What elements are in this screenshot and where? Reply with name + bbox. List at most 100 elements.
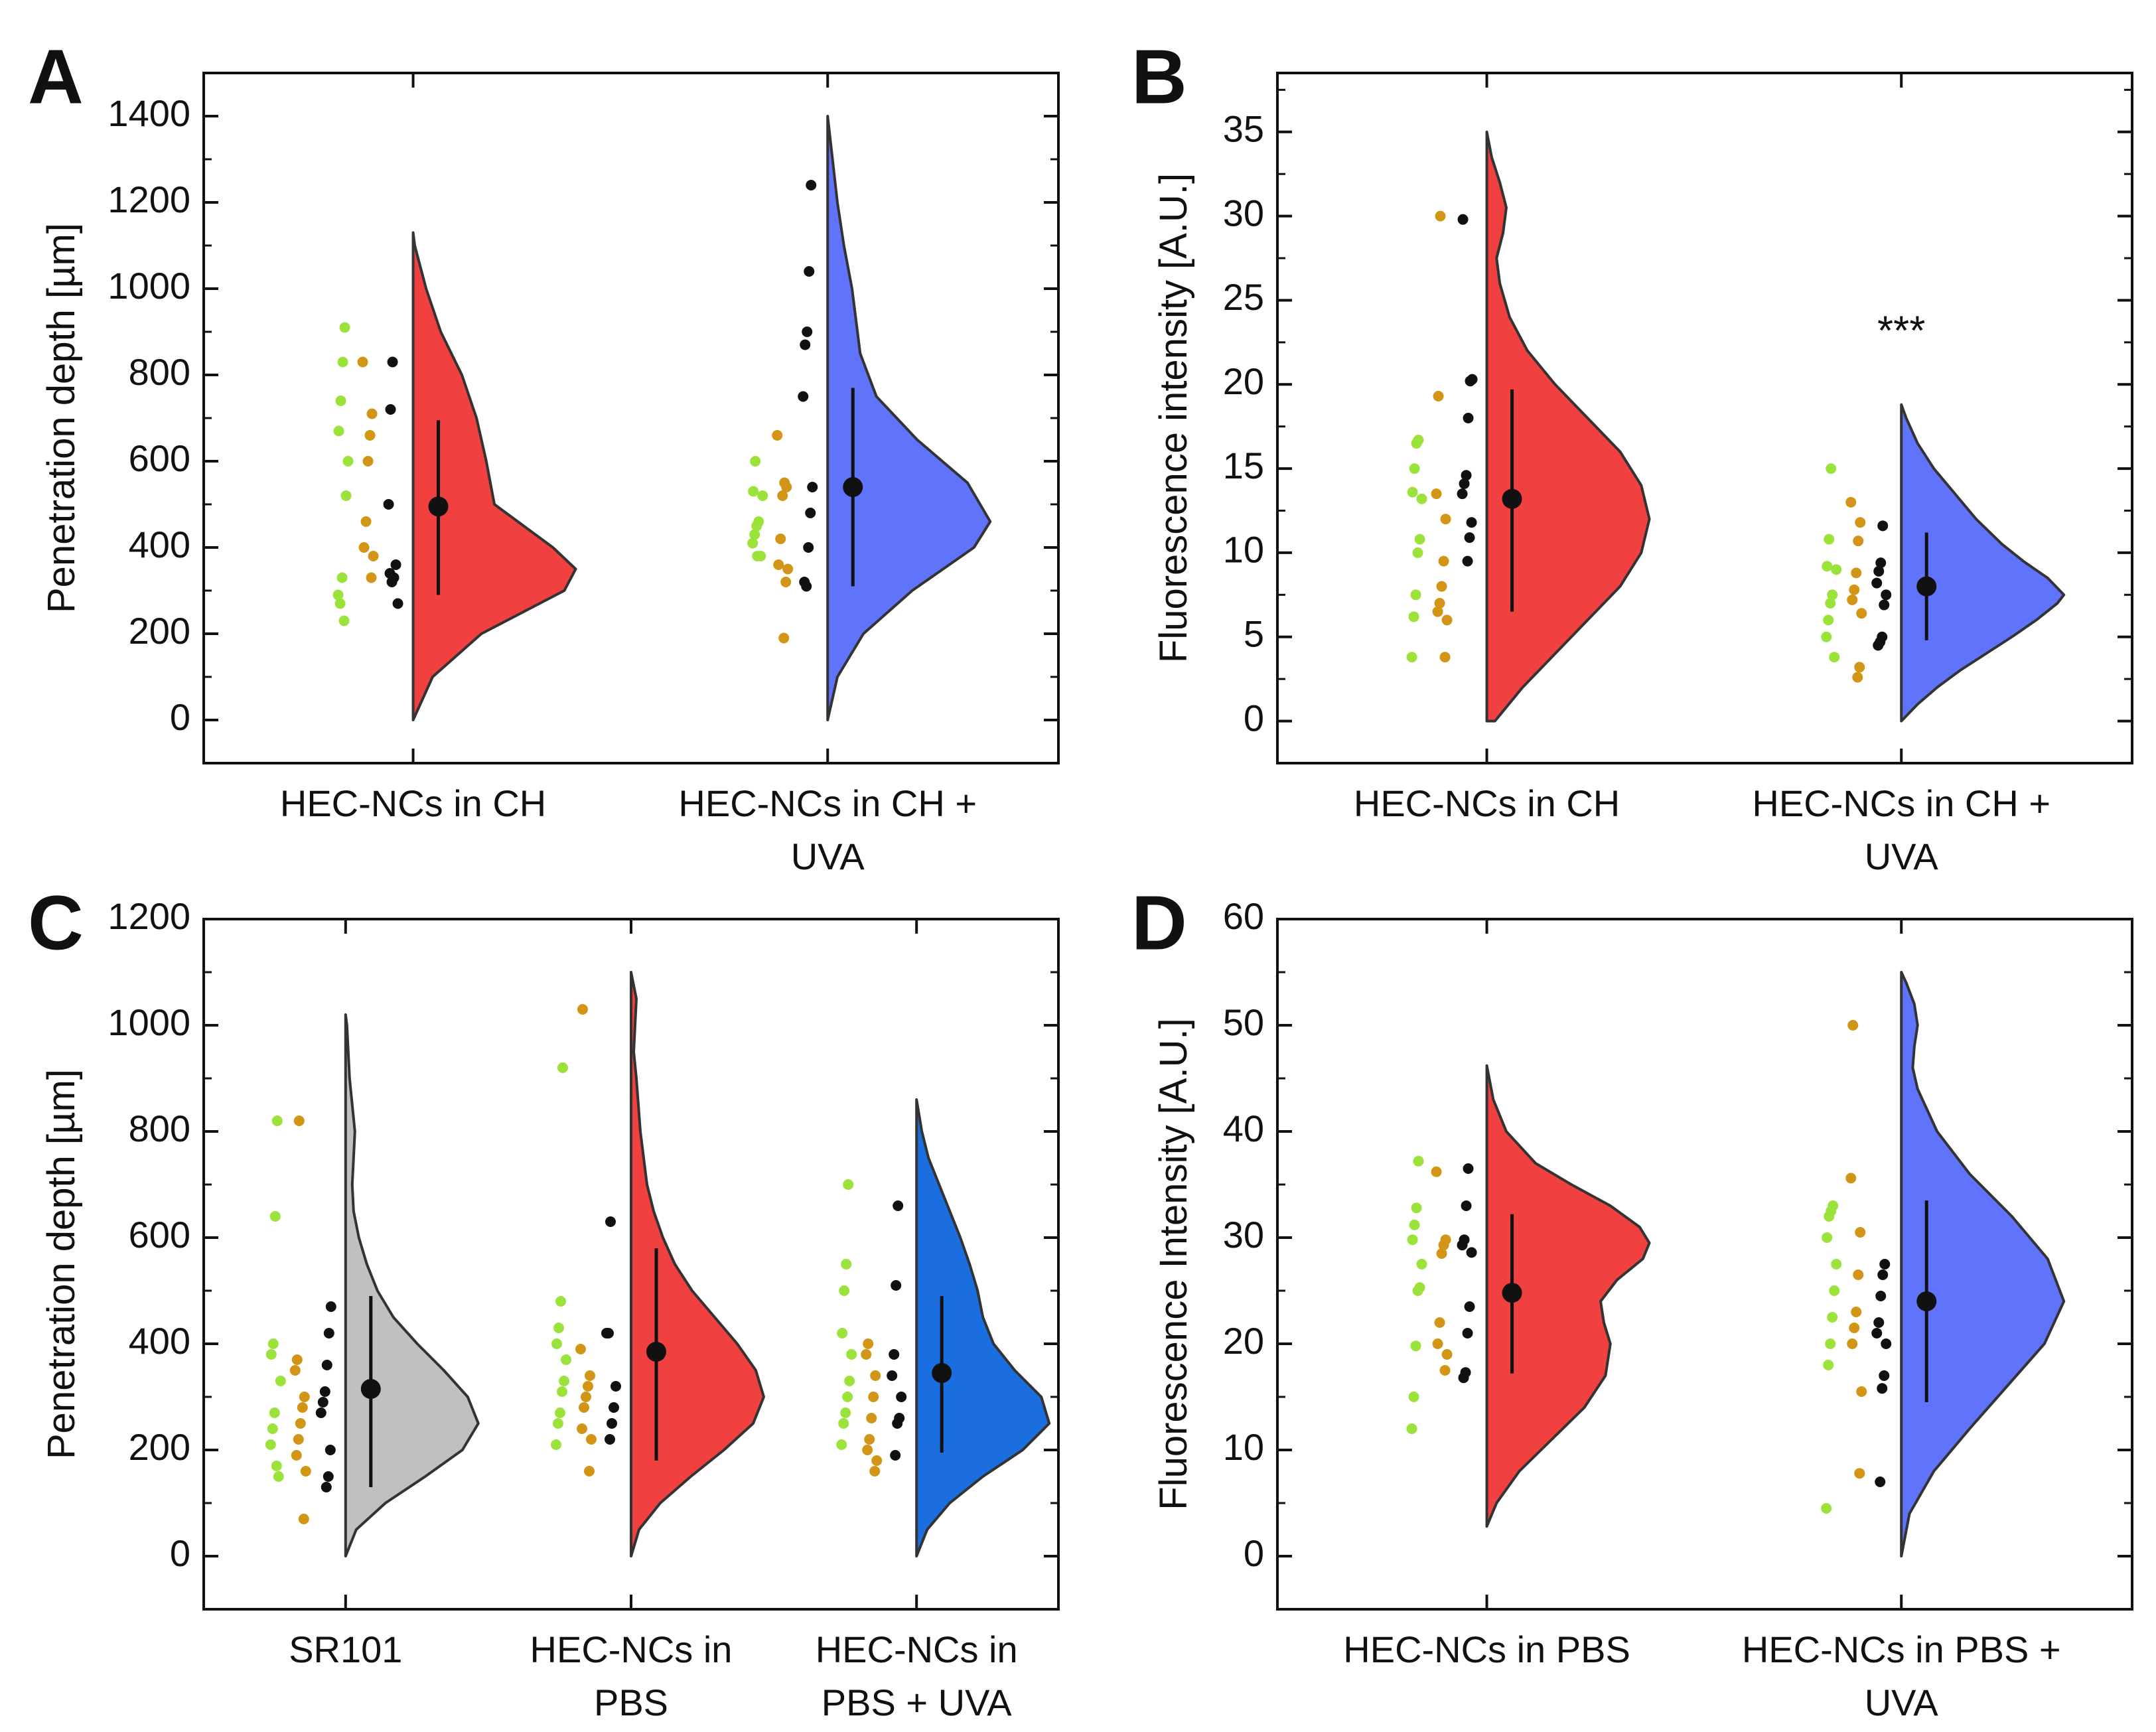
data-point [802,326,813,337]
data-point [323,1471,334,1482]
series-hec-ncs-in-ch-uva: HEC-NCs in CH + UVA [1752,73,2066,877]
data-point [1439,1365,1451,1376]
data-point [1463,413,1474,423]
data-point [1831,1259,1842,1269]
data-point [265,1349,277,1360]
data-point [1441,614,1453,626]
data-point [1827,1312,1838,1323]
data-point [611,1381,621,1392]
data-point [1434,1317,1445,1328]
data-point [1440,514,1451,525]
violin-half [915,1098,1051,1557]
y-tick-label: 10 [1223,1426,1264,1468]
data-point [894,1413,905,1423]
data-point [800,339,811,350]
data-point [1849,584,1860,595]
violin-half [1900,403,2066,723]
data-point [1845,1173,1857,1184]
x-category-label: HEC-NCs in CH [280,782,546,824]
data-point [1409,1219,1420,1230]
data-point [1851,1307,1862,1317]
data-point [1459,1234,1470,1246]
data-point [291,1354,303,1365]
data-point [605,1216,616,1227]
data-point [1413,434,1424,445]
mean-point [1916,576,1937,597]
y-tick-label: 60 [1223,895,1264,937]
data-point [293,1116,305,1126]
data-point [1827,589,1838,601]
mean-point [1916,1291,1937,1311]
data-point [321,1482,332,1492]
data-point [551,1338,562,1349]
data-point [577,1423,587,1434]
data-point [271,1116,283,1126]
data-point [1822,561,1833,572]
data-point [1881,589,1892,601]
data-point [583,1381,593,1392]
y-tick-label: 1200 [108,895,190,937]
data-point [890,1450,901,1461]
series-hec-ncs-in-ch: HEC-NCs in CH [280,73,577,824]
data-point [1826,463,1837,474]
data-point [846,1349,857,1360]
data-point [1408,1392,1419,1402]
data-point [1440,1234,1451,1246]
y-axis-label: Penetration depth [µm] [40,1069,83,1459]
y-tick-label: 20 [1223,360,1264,402]
data-point [753,516,764,527]
data-point [1462,1328,1473,1338]
data-point [273,1471,284,1482]
data-point [1463,1163,1474,1174]
data-point [390,559,401,570]
data-point [1877,520,1889,532]
data-point [1457,214,1469,225]
y-tick-label: 1000 [108,265,190,307]
data-point [336,572,348,583]
data-point [1464,532,1475,543]
data-point [553,1418,563,1429]
data-point [289,1365,301,1376]
data-point [603,1328,614,1338]
data-point [366,572,377,583]
y-tick-label: 25 [1223,276,1264,318]
y-tick-label: 30 [1223,1214,1264,1256]
data-point [1855,517,1866,528]
data-point [1854,1468,1865,1479]
data-point [561,1354,571,1365]
y-tick-label: 400 [129,1320,190,1362]
data-point [772,430,783,441]
violin-half [1485,1064,1651,1528]
data-point [339,322,350,333]
data-point [1875,1477,1886,1487]
data-point [838,1418,849,1429]
data-point [1408,611,1419,622]
data-point [839,1285,850,1296]
y-tick-label: 35 [1223,108,1264,150]
series-hec-ncs-in-ch-uva: HEC-NCs in CH + UVA [678,73,992,877]
data-point [1877,1269,1889,1280]
data-point [581,1392,591,1402]
data-point [747,538,758,549]
data-point [553,1323,564,1333]
data-point [891,1280,902,1291]
data-point [1436,581,1447,592]
x-category-label: HEC-NCs in PBS [1343,1628,1630,1670]
data-point [869,1466,881,1477]
data-point [1879,1259,1891,1269]
mean-point [360,1379,381,1399]
data-point [1438,555,1449,567]
y-tick-label: 50 [1223,1001,1264,1043]
mean-point [1502,1283,1522,1303]
data-point [1414,1282,1425,1293]
data-point [298,1514,309,1524]
data-point [1416,493,1427,504]
data-point [1407,1234,1418,1246]
data-point [862,1445,873,1455]
panel-label: B [1131,34,1187,120]
data-point [807,482,818,492]
data-point [840,1407,851,1418]
data-point [269,1211,281,1222]
data-point [362,456,374,467]
series-hec-ncs-in-pbs-uva: HEC-NCs in PBS + UVA [1742,919,2066,1723]
